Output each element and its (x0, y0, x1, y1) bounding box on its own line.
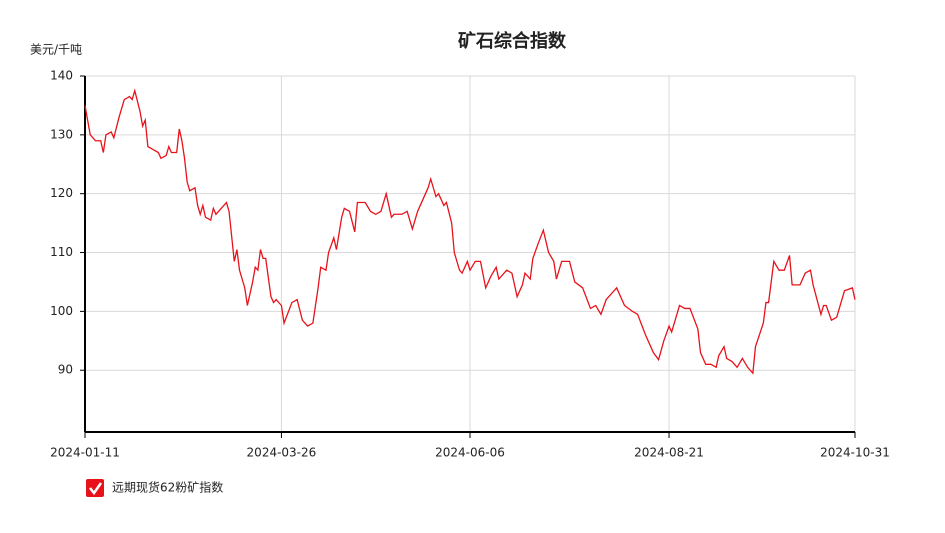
y-tick-label: 110 (50, 245, 73, 259)
x-tick-label: 2024-06-06 (435, 446, 505, 460)
legend-check (89, 482, 103, 496)
x-tick-label: 2024-08-21 (634, 446, 704, 460)
y-tick-label: 120 (50, 186, 73, 200)
x-tick-label: 2024-03-26 (247, 446, 317, 460)
y-tick-label: 90 (58, 363, 73, 377)
legend-label: 远期现货62粉矿指数 (112, 480, 223, 495)
data-line (84, 88, 856, 375)
chart-title: 矿石综合指数 (458, 30, 567, 52)
y-tick-label: 100 (50, 304, 73, 318)
y-axis-label: 美元/千吨 (30, 43, 82, 57)
x-tick-label: 2024-10-31 (820, 446, 890, 460)
y-tick-label: 130 (50, 127, 73, 141)
legend-checkbox (86, 479, 104, 497)
y-tick-label: 140 (50, 69, 73, 83)
x-tick-label: 2024-01-11 (50, 446, 120, 460)
